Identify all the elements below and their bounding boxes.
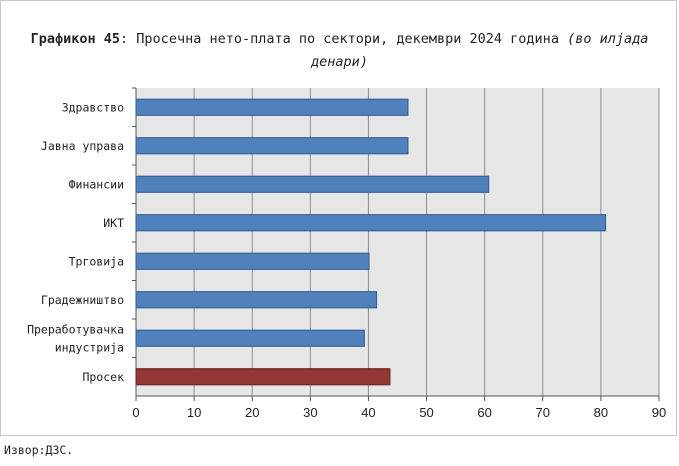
category-label: Просек — [82, 370, 124, 384]
bar-chart: 0 10 20 30 40 50 60 70 80 90 Здравство Јавна управа… — [27, 87, 666, 420]
category-label: Здравство — [62, 100, 124, 114]
category-label: Трговија — [69, 254, 124, 268]
chart-title-unit: (во илјада денари) — [311, 31, 649, 70]
x-tick-label: 0 — [132, 405, 139, 420]
bar — [135, 214, 607, 232]
bar — [135, 175, 490, 193]
bar — [135, 329, 365, 347]
bar — [135, 98, 409, 116]
category-label: Преработувачка индустрија — [27, 322, 124, 354]
x-tick-label: 30 — [303, 405, 317, 420]
bar — [135, 252, 370, 270]
x-tick-label: 40 — [361, 405, 375, 420]
bar — [135, 291, 378, 309]
x-tick-label: 80 — [594, 405, 608, 420]
x-tick-label: 60 — [477, 405, 491, 420]
bar — [135, 137, 409, 155]
category-label: Финансии — [69, 177, 124, 191]
x-tick-label: 20 — [245, 405, 259, 420]
x-tick-label: 90 — [652, 405, 666, 420]
x-tick-label: 10 — [187, 405, 201, 420]
plot-area — [136, 88, 659, 396]
chart-title-main: : Просечна нето-плата по сектори, декемв… — [120, 31, 568, 47]
chart-title-number: Графикон 45 — [30, 31, 121, 47]
category-label: Градежништво — [41, 293, 124, 307]
category-label: ИКТ — [103, 216, 124, 230]
bar-average — [135, 368, 391, 386]
category-label: Јавна управа — [41, 139, 124, 153]
chart-frame: Графикон 45: Просечна нето-плата по сект… — [0, 0, 677, 436]
x-tick-label: 70 — [536, 405, 550, 420]
source-note: Извор:ДЗС. — [4, 443, 74, 457]
chart-title: Графикон 45: Просечна нето-плата по сект… — [1, 28, 678, 74]
x-tick-label: 50 — [419, 405, 433, 420]
